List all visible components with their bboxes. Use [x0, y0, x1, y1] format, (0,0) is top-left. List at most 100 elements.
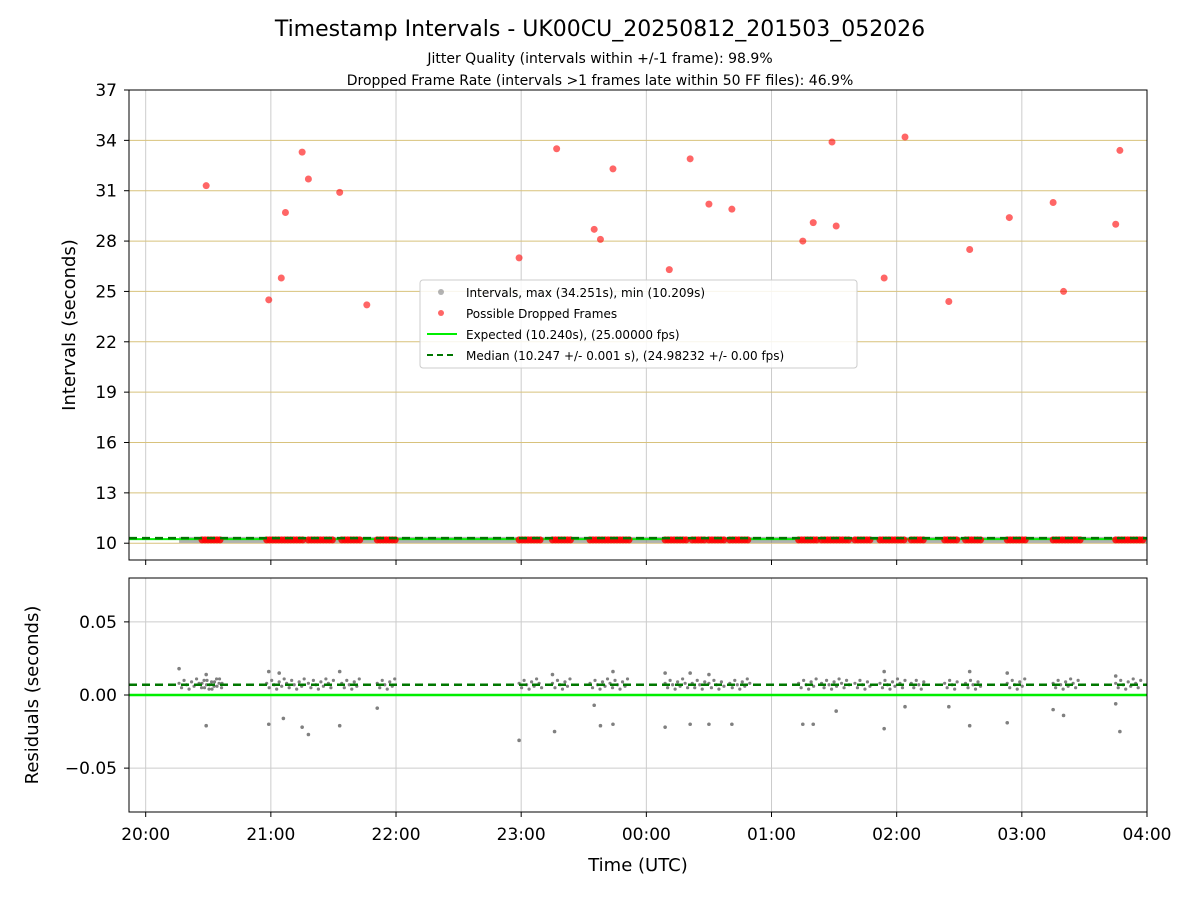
residual-point [809, 680, 813, 684]
residual-point [202, 686, 207, 690]
dropped-frame-point [298, 148, 306, 156]
residual-point [668, 678, 672, 682]
residual-point [350, 687, 354, 691]
residual-point [807, 687, 811, 691]
residual-point [730, 686, 734, 690]
residual-point [378, 686, 382, 690]
residual-outlier-point [204, 672, 208, 677]
residual-point [275, 687, 279, 691]
bottom-x-tick-label: 04:00 [1123, 825, 1172, 845]
residual-point [217, 681, 221, 685]
residual-point [610, 686, 615, 690]
dropped-frame-point [363, 301, 371, 309]
residual-outlier-point [281, 716, 286, 721]
residual-outlier-point [337, 723, 342, 728]
residual-point [306, 681, 311, 685]
residual-point [316, 687, 321, 691]
residual-outlier-point [663, 725, 667, 729]
residual-point [329, 686, 333, 690]
top-y-tick-label: 25 [95, 282, 117, 302]
residual-point [735, 683, 739, 687]
residual-outlier-point [266, 722, 271, 727]
residual-point [966, 686, 970, 690]
residual-point [295, 687, 299, 691]
residual-point [968, 678, 973, 682]
chart-title: Timestamp Intervals - UK00CU_20250812_20… [274, 17, 925, 42]
dropped-frame-point [665, 266, 673, 274]
residual-point [209, 680, 214, 684]
residual-point [534, 677, 539, 681]
residual-outlier-point [1005, 671, 1010, 675]
dropped-frame-point [828, 138, 836, 146]
top-y-tick-label: 19 [95, 383, 117, 403]
residual-point [671, 683, 675, 687]
residual-point [844, 678, 849, 682]
residual-point [205, 678, 209, 682]
legend-dropped-label: Possible Dropped Frames [466, 307, 617, 321]
residual-point [903, 678, 907, 682]
residual-point [613, 678, 617, 682]
residual-point [712, 678, 716, 682]
chart-subtitle-dropped: Dropped Frame Rate (intervals >1 frames … [347, 73, 854, 89]
bottom-panel-data [129, 666, 1147, 743]
residual-point [357, 677, 361, 681]
dropped-frame-point [880, 274, 888, 282]
residual-point [282, 677, 286, 681]
bottom-panel-y-ticks: 0.05 0.00 −0.05 [65, 613, 129, 779]
residual-outlier-point [947, 704, 951, 709]
residual-point [297, 680, 301, 684]
residual-outlier-point [1113, 701, 1118, 706]
residual-point [598, 687, 602, 691]
residual-point [593, 678, 597, 682]
top-y-tick-label: 28 [95, 232, 117, 252]
residual-outlier-point [1051, 707, 1055, 712]
dropped-frame-point [809, 219, 817, 227]
residual-outlier-point [903, 704, 907, 709]
legend-interval-marker [438, 289, 444, 295]
residual-point [827, 683, 831, 687]
residual-point [890, 680, 895, 684]
residual-point [832, 680, 836, 684]
legend-dropped-marker [438, 310, 444, 316]
residual-point [1124, 687, 1128, 691]
residual-outlier-point [811, 722, 816, 727]
residual-outlier-point [306, 732, 311, 737]
bottom-panel-x-ticks: 20:00 21:00 22:00 23:00 00:00 01:00 02:00 03:00… [121, 812, 1172, 845]
residual-point [210, 687, 214, 691]
residual-point [666, 686, 670, 690]
residual-outlier-point [375, 706, 380, 710]
residual-outlier-point [1005, 720, 1010, 725]
bottom-x-tick-label: 02:00 [872, 825, 921, 845]
bottom-x-tick-label: 00:00 [622, 825, 671, 845]
residual-point [605, 677, 610, 681]
residual-point [388, 680, 392, 684]
residual-point [863, 687, 867, 691]
residual-point [1020, 684, 1024, 688]
residual-point [799, 686, 803, 690]
residual-point [267, 686, 271, 690]
residual-point [187, 687, 191, 691]
residual-point [914, 678, 918, 682]
residual-point [1061, 687, 1065, 691]
top-y-tick-label: 34 [95, 131, 117, 151]
bottom-y-tick-label: 0.00 [79, 686, 117, 706]
dropped-frame-point [799, 237, 807, 245]
residual-point [722, 684, 726, 688]
residual-outlier-point [707, 672, 711, 677]
bottom-x-tick-label: 01:00 [747, 825, 796, 845]
x-axis-label: Time (UTC) [587, 855, 688, 876]
dropped-frame-point [720, 536, 728, 544]
dropped-frame-point [609, 165, 617, 173]
residual-point [563, 680, 567, 684]
residual-point [345, 678, 349, 682]
dropped-frame-point [265, 296, 273, 304]
residual-point [385, 687, 389, 691]
legend-expected-label: Expected (10.240s), (25.00000 fps) [466, 328, 680, 342]
top-panel-y-ticks: 10 13 16 19 22 25 28 31 34 37 [95, 81, 129, 554]
residual-point [822, 686, 826, 690]
residual-point [878, 681, 882, 685]
residual-point [620, 680, 625, 684]
bottom-y-axis-label: Residuals (seconds) [22, 606, 43, 785]
dropped-frame-point [966, 245, 974, 253]
dropped-frame-point [705, 200, 713, 208]
